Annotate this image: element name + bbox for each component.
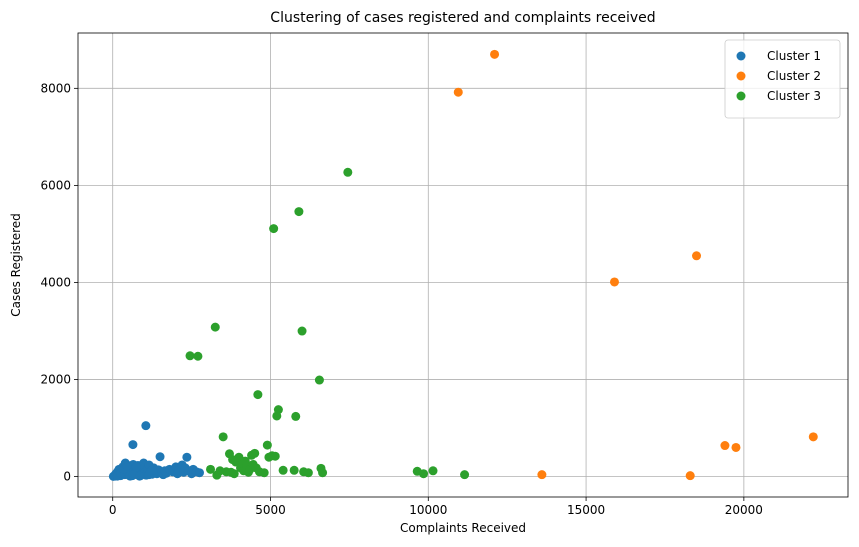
data-point	[460, 470, 470, 480]
data-point	[269, 224, 279, 234]
legend: Cluster 1 Cluster 2 Cluster 3	[724, 39, 841, 119]
data-point	[135, 471, 145, 481]
data-point	[253, 390, 263, 400]
data-point	[314, 375, 324, 385]
legend-marker	[736, 71, 746, 81]
data-point	[289, 465, 299, 475]
data-point	[147, 465, 157, 475]
data-point	[297, 326, 307, 336]
y-tick-label: 8000	[40, 81, 71, 95]
y-axis-label: Cases Registered	[9, 213, 23, 317]
data-point	[294, 207, 304, 217]
data-point	[182, 452, 192, 462]
data-point	[128, 440, 138, 450]
data-point	[131, 462, 141, 472]
data-point	[278, 465, 288, 475]
y-axis-ticks: 0 2000 4000 6000 8000	[40, 81, 78, 484]
data-point	[210, 322, 220, 332]
legend-marker	[736, 91, 746, 101]
data-point	[731, 442, 741, 452]
data-point	[185, 351, 195, 361]
data-point	[609, 277, 619, 287]
y-tick-label: 6000	[40, 178, 71, 192]
data-point	[270, 451, 280, 461]
x-axis-label: Complaints Received	[400, 521, 526, 535]
data-point	[685, 471, 695, 481]
x-tick-label: 5000	[255, 503, 286, 517]
y-tick-label: 2000	[40, 373, 71, 387]
data-point	[250, 448, 260, 458]
legend-box	[724, 39, 841, 119]
data-point	[193, 351, 203, 361]
data-point	[428, 466, 438, 476]
x-tick-label: 15000	[567, 503, 605, 517]
y-tick-label: 4000	[40, 275, 71, 289]
chart-title: Clustering of cases registered and compl…	[270, 10, 655, 26]
data-point	[194, 468, 204, 478]
data-point	[318, 468, 328, 478]
series-cluster-3	[185, 167, 470, 480]
data-point	[155, 452, 165, 462]
data-point	[122, 461, 132, 471]
data-point	[343, 167, 353, 177]
data-point	[273, 405, 283, 415]
series-cluster-1	[108, 421, 204, 481]
legend-marker	[736, 51, 746, 61]
data-point	[206, 464, 216, 474]
x-tick-label: 10000	[409, 503, 447, 517]
data-point	[419, 469, 429, 479]
data-points	[108, 49, 818, 481]
x-axis-ticks: 0 5000 10000 15000 20000	[109, 497, 763, 517]
y-tick-label: 0	[63, 470, 71, 484]
legend-label: Cluster 3	[767, 89, 821, 103]
data-point	[291, 411, 301, 421]
data-point	[259, 468, 269, 478]
data-point	[490, 49, 500, 59]
x-tick-label: 20000	[725, 503, 763, 517]
data-point	[453, 87, 463, 97]
series-cluster-2	[453, 49, 818, 481]
data-point	[218, 432, 228, 442]
data-point	[537, 470, 547, 480]
data-point	[808, 432, 818, 442]
data-point	[229, 469, 239, 479]
data-point	[262, 440, 272, 450]
data-point	[141, 421, 151, 431]
legend-label: Cluster 2	[767, 69, 821, 83]
data-point	[303, 468, 313, 478]
data-point	[720, 441, 730, 451]
data-point	[692, 251, 702, 261]
legend-label: Cluster 1	[767, 49, 821, 63]
x-tick-label: 0	[109, 503, 117, 517]
plot-frame	[77, 32, 849, 498]
